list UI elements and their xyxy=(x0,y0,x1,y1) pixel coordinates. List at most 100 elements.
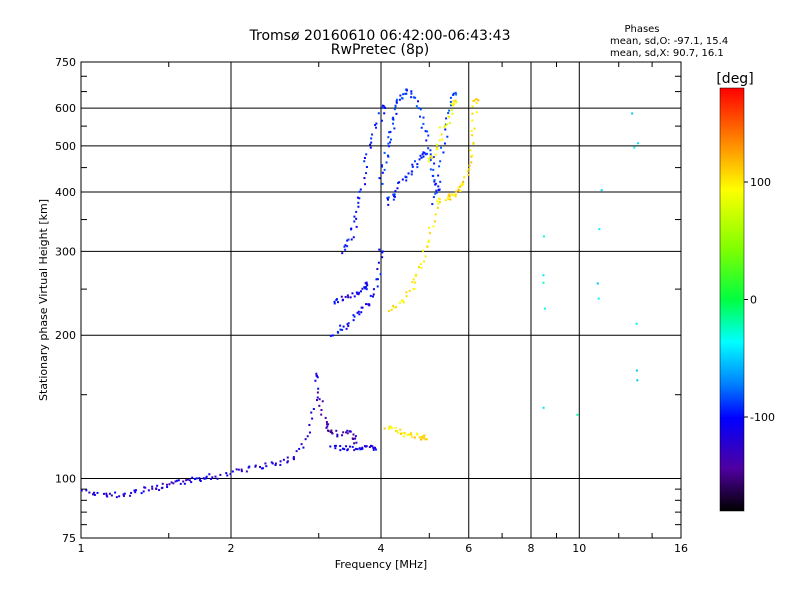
data-point xyxy=(342,325,345,328)
data-point xyxy=(428,232,431,235)
data-point xyxy=(455,93,458,96)
data-point xyxy=(471,105,474,108)
trace-group xyxy=(444,98,480,202)
data-point xyxy=(346,448,349,451)
data-point xyxy=(341,299,344,302)
data-point xyxy=(413,436,416,439)
data-point xyxy=(420,266,423,269)
data-point xyxy=(369,294,372,297)
data-point xyxy=(402,93,405,96)
data-point xyxy=(358,197,361,200)
data-point xyxy=(452,103,455,106)
data-point xyxy=(334,444,337,447)
data-point xyxy=(420,126,423,129)
data-point xyxy=(471,112,474,115)
data-point xyxy=(261,467,264,470)
data-point xyxy=(370,137,373,140)
data-point xyxy=(433,179,436,182)
data-point xyxy=(372,448,375,451)
data-point xyxy=(436,200,439,203)
data-point xyxy=(349,430,352,433)
data-point xyxy=(468,164,471,167)
data-point xyxy=(356,448,359,451)
data-point xyxy=(380,164,383,167)
data-point xyxy=(454,195,457,198)
data-point xyxy=(231,470,234,473)
trace-group xyxy=(431,91,458,206)
data-point xyxy=(105,492,108,495)
data-point xyxy=(450,109,453,112)
data-point xyxy=(434,213,437,216)
x-tick-label: 8 xyxy=(528,542,535,555)
data-point xyxy=(147,489,150,492)
data-point xyxy=(394,426,397,429)
data-point xyxy=(388,427,391,430)
data-point xyxy=(406,433,409,436)
data-point xyxy=(459,190,462,193)
data-point xyxy=(370,444,373,447)
data-point xyxy=(471,154,474,157)
stats-line-x: mean, sd,X: 90.7, 16.1 xyxy=(610,48,724,59)
data-point xyxy=(387,136,390,139)
data-point xyxy=(387,155,390,158)
data-point xyxy=(416,433,419,436)
data-point xyxy=(108,492,111,495)
data-point xyxy=(452,92,455,95)
data-point xyxy=(325,421,328,424)
data-point xyxy=(354,435,357,438)
data-point xyxy=(347,325,350,328)
data-point xyxy=(203,477,206,480)
data-point xyxy=(339,444,342,447)
data-point xyxy=(331,334,334,337)
data-point xyxy=(420,438,423,441)
data-point xyxy=(360,290,363,293)
data-point xyxy=(93,493,96,496)
data-point xyxy=(344,244,347,247)
data-point xyxy=(422,436,425,439)
data-point xyxy=(399,428,402,431)
trace-group xyxy=(378,88,441,194)
data-point xyxy=(411,165,414,168)
data-point xyxy=(344,295,347,298)
data-point xyxy=(133,489,136,492)
data-point xyxy=(392,193,395,196)
trace-group xyxy=(329,444,378,452)
data-point xyxy=(337,331,340,334)
data-point xyxy=(448,109,451,112)
data-point xyxy=(339,328,342,331)
data-point xyxy=(410,432,413,435)
data-point xyxy=(365,288,368,291)
data-point xyxy=(427,147,430,150)
data-point xyxy=(356,311,359,314)
data-point xyxy=(346,239,349,242)
data-point xyxy=(151,485,154,488)
data-point xyxy=(411,281,414,284)
y-tick-label: 400 xyxy=(55,186,76,199)
data-point xyxy=(635,369,638,372)
data-point xyxy=(295,450,298,453)
data-point xyxy=(419,154,422,157)
data-point xyxy=(423,260,426,263)
data-point xyxy=(392,122,395,125)
data-point xyxy=(350,227,353,230)
data-point xyxy=(376,285,379,288)
colorbar-tick-label: 100 xyxy=(750,176,771,189)
data-point xyxy=(473,127,476,130)
data-point xyxy=(381,104,384,107)
data-point xyxy=(336,435,339,438)
data-point xyxy=(245,470,248,473)
data-point xyxy=(385,161,388,164)
data-point xyxy=(375,448,378,451)
data-point xyxy=(383,105,386,108)
data-point xyxy=(380,119,383,122)
data-point xyxy=(140,492,143,495)
data-point xyxy=(424,130,427,133)
data-point xyxy=(414,96,417,99)
data-point xyxy=(346,429,349,432)
data-point xyxy=(368,446,371,449)
data-point xyxy=(600,189,603,192)
data-point xyxy=(292,457,295,460)
data-points xyxy=(80,88,639,499)
data-point xyxy=(324,416,327,419)
